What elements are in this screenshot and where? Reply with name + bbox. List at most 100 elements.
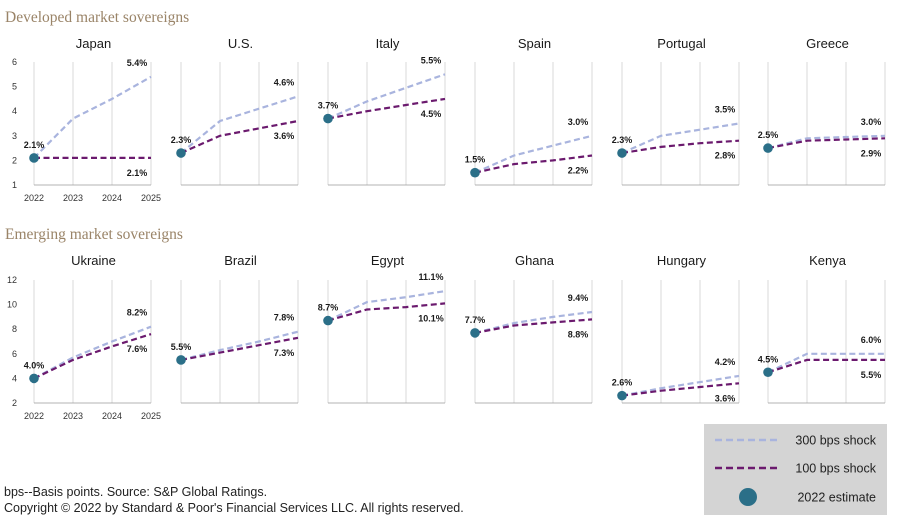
panel-title: Greece <box>806 36 849 51</box>
series-100bps-line <box>474 154 593 174</box>
data-label-start: 2.3% <box>612 135 633 145</box>
estimate-2022-marker <box>29 153 39 163</box>
estimate-2022-marker <box>323 113 333 124</box>
y-tick-label: 6 <box>12 349 17 359</box>
panel-title: Brazil <box>224 253 257 268</box>
data-label-start: 2.6% <box>612 378 633 388</box>
data-label-start: 2.1% <box>24 140 45 150</box>
panel-title: Ghana <box>515 253 555 268</box>
data-label-start: 7.7% <box>465 315 486 325</box>
y-tick-label: 2 <box>12 398 17 408</box>
data-label-start: 4.5% <box>758 354 779 364</box>
legend-box <box>704 424 887 515</box>
panel-title: U.S. <box>228 36 253 51</box>
data-label-end-100bps: 7.3% <box>274 348 295 358</box>
data-label-start: 4.0% <box>24 360 45 370</box>
series-100bps-line <box>180 336 299 361</box>
data-label-end-100bps: 7.6% <box>127 344 148 354</box>
panel-title: Ukraine <box>71 253 116 268</box>
data-label-end-100bps: 2.1% <box>127 168 148 178</box>
estimate-2022-marker <box>29 373 39 384</box>
data-label-end-300bps: 4.6% <box>274 77 295 87</box>
series-100bps-line <box>327 302 446 322</box>
series-300bps-line <box>474 310 593 334</box>
y-tick-label: 6 <box>12 57 17 67</box>
data-label-start: 5.5% <box>171 342 192 352</box>
y-tick-label: 3 <box>12 131 17 141</box>
panel-title: Italy <box>376 36 400 51</box>
panel-title: Kenya <box>809 253 847 268</box>
data-label-end-300bps: 5.5% <box>421 55 442 65</box>
data-label-end-100bps: 2.9% <box>861 148 882 158</box>
series-100bps-line <box>767 358 885 374</box>
y-tick-label: 8 <box>12 324 17 334</box>
data-label-end-300bps: 3.0% <box>568 117 589 127</box>
series-300bps-line <box>621 122 740 155</box>
series-300bps-line <box>33 75 152 159</box>
estimate-2022-marker <box>323 315 333 326</box>
x-tick-label: 2025 <box>141 193 161 203</box>
estimate-2022-marker <box>470 167 480 178</box>
section-title: Emerging market sovereigns <box>5 226 183 243</box>
y-tick-label: 2 <box>12 155 17 165</box>
series-300bps-line <box>180 95 299 154</box>
data-label-end-300bps: 7.8% <box>274 313 295 323</box>
data-label-end-300bps: 3.5% <box>715 105 736 115</box>
footnote-copyright: Copyright © 2022 by Standard & Poor's Fi… <box>4 501 464 515</box>
data-label-start: 3.7% <box>318 101 339 111</box>
estimate-2022-marker <box>176 148 186 158</box>
series-300bps-line <box>767 352 885 374</box>
panel-title: Japan <box>76 36 111 51</box>
legend-estimate-marker <box>739 488 757 506</box>
data-label-end-300bps: 5.4% <box>127 58 148 68</box>
x-tick-label: 2023 <box>63 411 83 421</box>
series-300bps-line <box>621 374 740 397</box>
x-tick-label: 2024 <box>102 411 122 421</box>
series-300bps-line <box>474 134 593 174</box>
data-label-end-100bps: 2.8% <box>715 151 736 161</box>
y-tick-label: 5 <box>12 82 17 92</box>
series-100bps-line <box>33 333 152 380</box>
data-label-end-100bps: 4.5% <box>421 109 442 119</box>
data-label-start: 8.7% <box>318 303 339 313</box>
section-title: Developed market sovereigns <box>5 9 189 26</box>
data-label-start: 2.3% <box>171 135 192 145</box>
series-100bps-line <box>180 119 299 155</box>
data-label-end-100bps: 3.6% <box>715 393 736 403</box>
y-tick-label: 1 <box>12 180 17 190</box>
panel-title: Egypt <box>371 253 405 268</box>
estimate-2022-marker <box>617 390 627 401</box>
data-label-start: 1.5% <box>465 155 486 165</box>
legend-label: 2022 estimate <box>797 491 876 505</box>
legend-label: 100 bps shock <box>795 462 876 476</box>
estimate-2022-marker <box>176 355 186 365</box>
data-label-end-300bps: 3.0% <box>861 117 882 127</box>
series-300bps-line <box>180 330 299 361</box>
series-300bps-line <box>327 290 446 322</box>
data-label-end-300bps: 4.2% <box>715 357 736 367</box>
y-tick-label: 4 <box>12 106 17 116</box>
data-label-end-300bps: 8.2% <box>127 308 148 318</box>
data-label-end-100bps: 2.2% <box>568 165 589 175</box>
series-100bps-line <box>474 318 593 334</box>
series-300bps-line <box>327 73 446 120</box>
series-100bps-line <box>621 139 740 155</box>
data-label-end-300bps: 11.1% <box>418 272 443 282</box>
panel-title: Spain <box>518 36 551 51</box>
y-tick-label: 4 <box>12 373 17 383</box>
estimate-2022-marker <box>763 367 773 378</box>
footnote-source: bps--Basis points. Source: S&P Global Ra… <box>4 485 267 499</box>
panel-title: Hungary <box>657 253 707 268</box>
data-label-end-100bps: 5.5% <box>861 370 882 380</box>
data-label-end-300bps: 9.4% <box>568 293 589 303</box>
data-label-end-100bps: 8.8% <box>568 329 589 339</box>
estimate-2022-marker <box>617 148 627 158</box>
y-tick-label: 10 <box>7 300 17 310</box>
data-label-start: 2.5% <box>758 130 779 140</box>
data-label-end-100bps: 3.6% <box>274 131 295 141</box>
legend-label: 300 bps shock <box>795 434 876 448</box>
estimate-2022-marker <box>470 328 480 338</box>
data-label-end-300bps: 6.0% <box>861 335 882 345</box>
series-300bps-line <box>767 134 886 150</box>
